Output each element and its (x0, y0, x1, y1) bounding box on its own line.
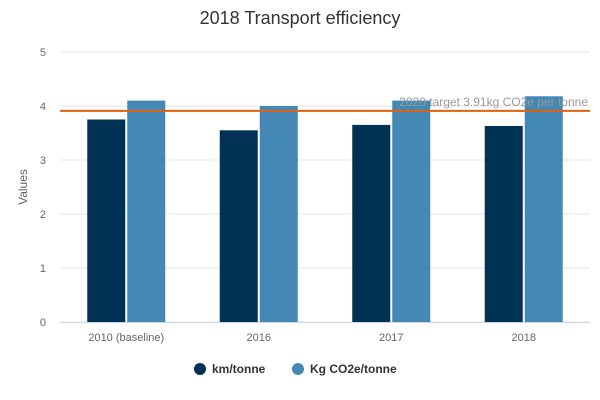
bars (87, 96, 563, 323)
legend-item[interactable]: km/tonne (194, 362, 266, 376)
y-tick-label: 0 (40, 317, 46, 329)
legend-label: Kg CO2e/tonne (310, 362, 397, 376)
y-tick-label: 1 (40, 263, 46, 275)
y-tick-label: 4 (40, 101, 46, 113)
bar-km-tonne (87, 119, 126, 322)
reference-line-group: 2020 target 3.91kg CO2e per tonne (60, 95, 590, 112)
legend-label: km/tonne (212, 362, 266, 376)
chart-title: 2018 Transport efficiency (200, 8, 401, 28)
bar-kg-co2e-tonne (127, 100, 166, 322)
x-tick-label: 2010 (baseline) (88, 332, 164, 344)
y-axis-label: Values (16, 169, 30, 205)
x-tick-label: 2016 (247, 332, 271, 344)
legend[interactable]: km/tonne Kg CO2e/tonne (194, 362, 397, 376)
y-tick-label: 2 (40, 209, 46, 221)
axis-ticks: 0 1 2 3 4 5 2010 (baseline) 2016 2017 2018 (40, 47, 536, 344)
x-tick-label: 2017 (379, 332, 403, 344)
bar-kg-co2e-tonne (259, 106, 298, 322)
bar-kg-co2e-tonne (392, 100, 431, 322)
y-tick-label: 5 (40, 47, 46, 59)
legend-item[interactable]: Kg CO2e/tonne (292, 362, 397, 376)
x-tick-label: 2018 (512, 332, 536, 344)
bar-km-tonne (352, 124, 391, 323)
y-tick-label: 3 (40, 155, 46, 167)
bar-km-tonne (484, 125, 523, 322)
legend-marker (194, 363, 206, 375)
bar-kg-co2e-tonne (524, 96, 563, 322)
reference-line-label: 2020 target 3.91kg CO2e per tonne (399, 95, 588, 109)
bar-km-tonne (219, 130, 258, 322)
legend-marker (292, 363, 304, 375)
